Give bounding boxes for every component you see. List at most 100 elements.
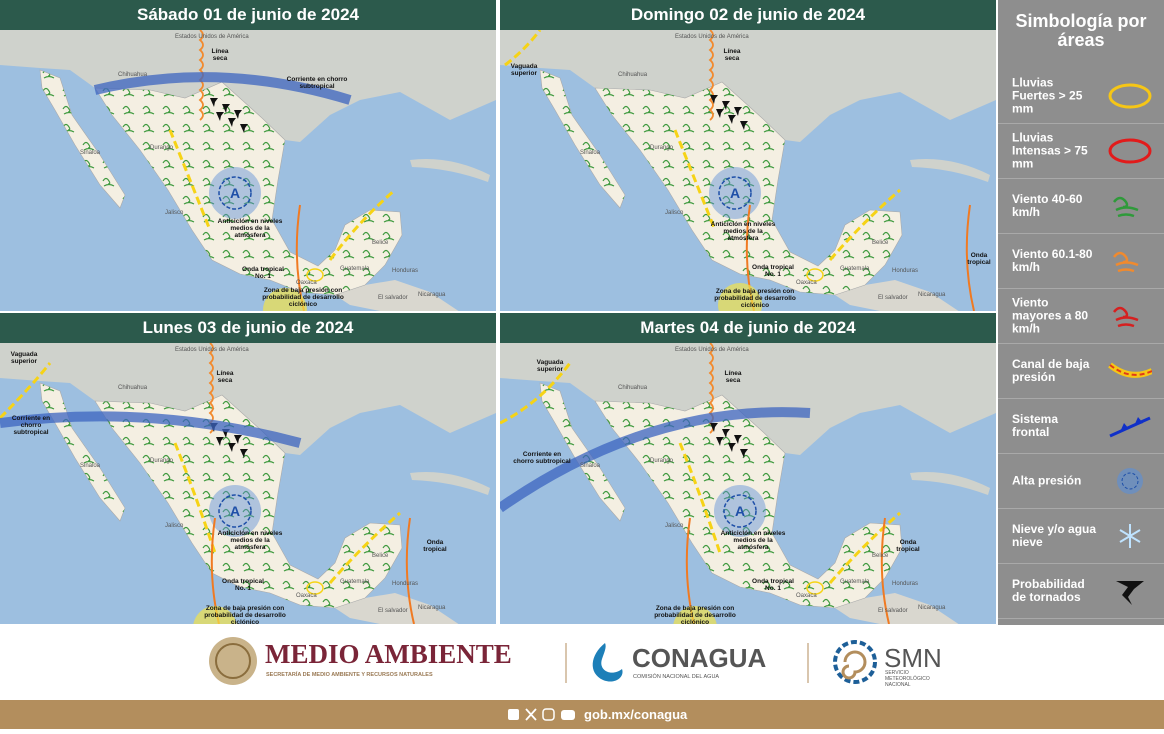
place-name: Estados Unidos de América	[175, 34, 249, 40]
wind-area	[595, 395, 902, 608]
tornado-icon	[740, 449, 748, 458]
place-name: Honduras	[392, 268, 419, 274]
central-america	[335, 280, 459, 311]
us-land	[500, 30, 996, 142]
tropical-wave	[965, 204, 975, 311]
map-canvas: A	[0, 343, 496, 624]
shield-icon	[215, 643, 251, 679]
anticyclone-label: A	[730, 185, 740, 201]
legend-item: Viento 40-60 km/h	[998, 178, 1164, 234]
legend-icon-part	[1108, 362, 1152, 378]
jet-stream	[500, 407, 811, 513]
rain-area	[306, 268, 324, 282]
place-name: Honduras	[392, 581, 419, 587]
wind-area	[540, 383, 625, 521]
legend-title: Simbología por áreas	[1015, 11, 1147, 50]
tropical-wave	[405, 517, 415, 624]
legend-item: Alta presión	[998, 453, 1164, 509]
x-icon	[525, 708, 537, 721]
legend-label: Lluvias Intensas > 75 mm	[1012, 130, 1088, 170]
panel-title: Sábado 01 de junio de 2024	[0, 0, 496, 30]
place-name: Oaxaca	[296, 593, 317, 599]
rain-area	[806, 268, 824, 282]
instagram-icon	[542, 708, 555, 721]
place-name: Sinaloa	[580, 150, 601, 156]
wind-area	[40, 70, 125, 208]
place-name: Nicaragua	[418, 292, 446, 298]
annotation: Zona de baja presión con probabilidad de…	[714, 288, 796, 310]
anticyclone	[723, 494, 757, 528]
annotation: Anticiclón en niveles medios de la atmós…	[217, 530, 283, 552]
annotation: Onda tropical No. 1	[222, 578, 264, 593]
legend-icon-part	[1108, 83, 1152, 108]
map-canvas: A	[500, 343, 996, 624]
legend-icon-part	[1121, 472, 1139, 489]
cuba	[910, 159, 990, 182]
tornado-icon	[240, 124, 248, 133]
place-name: Chihuahua	[618, 385, 648, 391]
legend-icon	[1108, 362, 1152, 378]
bottom-bar: gob.mx/conagua	[0, 700, 1164, 729]
legend-icon	[1116, 580, 1144, 605]
place-name: El salvador	[878, 608, 908, 614]
semarnat-name: MEDIO AMBIENTE	[265, 639, 512, 669]
map: A Estados Unidos de América Chihuahua Sinal…	[0, 30, 496, 311]
map: A Estados Unidos de América Chihuahua Sinal…	[500, 343, 996, 624]
map-canvas: A	[500, 30, 996, 311]
annotation: Zona de baja presión con probabilidad de…	[204, 605, 286, 624]
logos: MEDIO AMBIENTE SECRETARÍA DE MEDIO AMBIE…	[209, 637, 942, 688]
legend-icon	[1108, 83, 1152, 108]
anticyclone-label: A	[735, 503, 745, 519]
place-name: Guatemala	[840, 579, 870, 585]
legend-label: Canal de baja presión	[1012, 356, 1090, 384]
place-name: Oaxaca	[296, 280, 317, 286]
panel-title: Martes 04 de junio de 2024	[500, 313, 996, 343]
annotation: Zona de baja presión con probabilidad de…	[262, 287, 344, 309]
cuba	[910, 472, 990, 495]
annotation: Onda tropical No. 1	[242, 266, 284, 281]
tornado-icon	[710, 95, 718, 104]
forecast-panel: Lunes 03 de junio de 2024 A Estados Unidos…	[0, 313, 496, 624]
central-america	[835, 593, 959, 624]
tornado-icon	[210, 98, 218, 107]
anticyclone-glow	[209, 485, 261, 537]
tornado-icon	[734, 107, 742, 116]
tornado-icon	[740, 121, 748, 130]
smn-sub: SERVICIO METEOROLÓGICO NACIONAL	[885, 670, 930, 688]
place-name: Honduras	[892, 581, 919, 587]
low-pressure-zone	[193, 606, 237, 624]
tornado-icon	[216, 437, 224, 446]
youtube-icon	[561, 710, 575, 720]
place-name: Jalisco	[165, 523, 184, 529]
legend-icon	[1113, 251, 1139, 272]
forecast-panel: Domingo 02 de junio de 2024 A Estados Unid…	[500, 0, 996, 311]
footer-logos: MEDIO AMBIENTE SECRETARÍA DE MEDIO AMBIE…	[0, 625, 1164, 700]
cuba	[410, 159, 490, 182]
legend-label: Alta presión	[1012, 473, 1082, 487]
anticyclone	[218, 176, 252, 210]
smn-sub-box: SERVICIO METEOROLÓGICO NACIONAL	[885, 670, 930, 688]
rain-area	[806, 581, 824, 595]
legend-icon	[1113, 306, 1139, 327]
trough-canal	[828, 188, 901, 261]
conagua-name: CONAGUA	[632, 643, 767, 673]
place-name: Nicaragua	[918, 605, 946, 611]
annotation: Onda tropical	[967, 252, 991, 267]
annotation: Anticiclón en niveles medios de la atmós…	[720, 530, 786, 552]
place-name: Jalisco	[165, 210, 184, 216]
annotation: Línea seca	[724, 370, 742, 385]
social-icons: gob.mx/conagua	[508, 707, 688, 722]
place-name: Jalisco	[665, 210, 684, 216]
annotation: Anticiclón en niveles medios de la atmós…	[217, 218, 283, 240]
legend-item: Nieve y/o agua nieve	[998, 508, 1164, 564]
semarnat-sub: SECRETARÍA DE MEDIO AMBIENTE Y RECURSOS …	[266, 670, 433, 678]
place-name: Guatemala	[340, 579, 370, 585]
tornado-icon	[716, 437, 724, 446]
central-america	[835, 280, 959, 311]
annotation: Onda tropical No. 1	[752, 264, 794, 279]
annotation: Anticiclón en niveles medios de la atmós…	[710, 221, 776, 243]
place-name: Estados Unidos de América	[675, 347, 749, 353]
tornado-icon	[240, 449, 248, 458]
